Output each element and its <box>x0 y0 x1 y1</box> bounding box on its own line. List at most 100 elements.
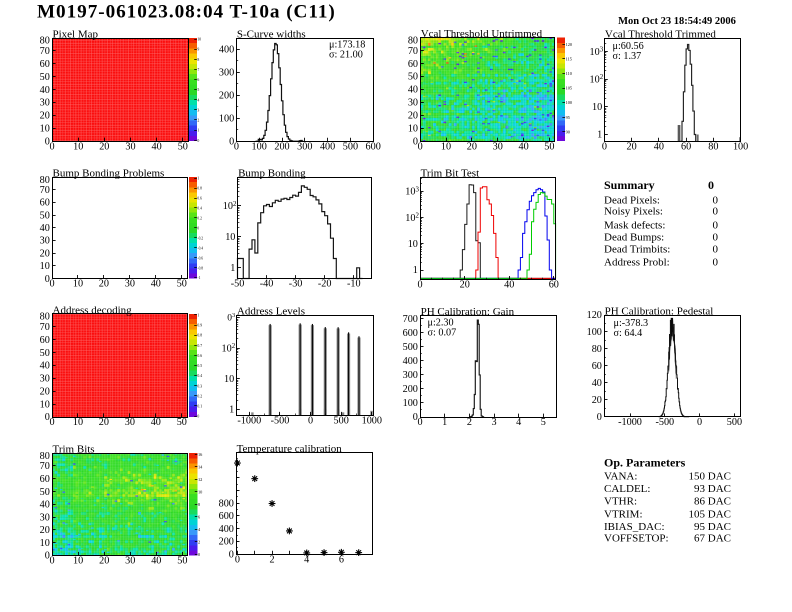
svg-text:60: 60 <box>40 474 50 485</box>
svg-text:20: 20 <box>627 141 637 152</box>
svg-text:0: 0 <box>197 139 199 143</box>
svg-text:-0.4: -0.4 <box>197 246 203 250</box>
svg-text:1: 1 <box>442 417 447 428</box>
svg-text:200: 200 <box>219 537 234 548</box>
svg-text:0: 0 <box>418 417 423 428</box>
svg-text:1: 1 <box>597 130 602 141</box>
svg-text:0: 0 <box>45 274 50 285</box>
svg-text:100: 100 <box>733 141 748 152</box>
svg-text:60: 60 <box>40 198 50 209</box>
svg-text:0: 0 <box>713 257 719 269</box>
svg-text:1: 1 <box>197 177 199 181</box>
svg-text:100: 100 <box>587 327 602 338</box>
svg-text:Mask defects:: Mask defects: <box>604 220 665 232</box>
svg-text:40: 40 <box>40 361 50 372</box>
svg-text:50: 50 <box>178 141 188 152</box>
svg-text:6: 6 <box>198 515 201 520</box>
svg-text:4: 4 <box>198 527 201 532</box>
svg-text:40: 40 <box>504 280 514 291</box>
svg-text:0: 0 <box>418 141 423 152</box>
svg-text:80: 80 <box>40 451 50 462</box>
svg-text:30: 30 <box>40 236 50 247</box>
svg-text:5: 5 <box>197 88 199 92</box>
svg-text:20: 20 <box>99 556 109 567</box>
svg-text:-1000: -1000 <box>237 415 261 426</box>
svg-text:50: 50 <box>40 210 50 221</box>
svg-text:500: 500 <box>727 417 742 428</box>
svg-text:0: 0 <box>713 220 719 232</box>
svg-text:600: 600 <box>366 141 381 152</box>
svg-text:80: 80 <box>592 344 602 355</box>
svg-text:Address Probl:: Address Probl: <box>604 257 670 269</box>
svg-text:10: 10 <box>225 232 235 243</box>
svg-text:20: 20 <box>40 111 50 122</box>
svg-text:300: 300 <box>403 370 418 381</box>
svg-text:1: 1 <box>229 405 234 416</box>
svg-text:700: 700 <box>403 314 418 325</box>
svg-text:50: 50 <box>177 279 187 290</box>
svg-text:50: 50 <box>40 348 50 359</box>
svg-text:10: 10 <box>198 489 202 494</box>
svg-text:VTRIM:: VTRIM: <box>604 509 643 521</box>
svg-text:1: 1 <box>413 265 418 276</box>
svg-text:0: 0 <box>413 136 418 147</box>
svg-text:1: 1 <box>197 129 199 133</box>
svg-text:-0.2: -0.2 <box>197 236 203 240</box>
svg-text:500: 500 <box>343 141 358 152</box>
svg-text:40: 40 <box>40 223 50 234</box>
svg-text:4: 4 <box>304 554 309 565</box>
svg-text:12: 12 <box>198 477 202 482</box>
svg-text:PH Calibration: Gain: PH Calibration: Gain <box>421 306 515 318</box>
svg-text:7: 7 <box>197 68 199 72</box>
svg-text:-30: -30 <box>289 279 303 290</box>
svg-text:0.2: 0.2 <box>197 394 202 398</box>
svg-text:30: 30 <box>125 141 135 152</box>
svg-text:100: 100 <box>252 141 267 152</box>
svg-text:100: 100 <box>403 398 418 409</box>
svg-text:IBIAS_DAC:: IBIAS_DAC: <box>604 521 665 533</box>
svg-text:0: 0 <box>708 178 714 192</box>
svg-text:102: 102 <box>223 201 237 212</box>
svg-text:10: 10 <box>40 538 50 549</box>
svg-text:0.7: 0.7 <box>197 344 202 348</box>
svg-text:-500: -500 <box>271 415 290 426</box>
svg-text:0: 0 <box>308 415 313 426</box>
svg-text:0: 0 <box>229 136 234 147</box>
svg-text:20: 20 <box>592 395 602 406</box>
svg-text:0: 0 <box>234 141 239 152</box>
svg-text:30: 30 <box>125 279 135 290</box>
svg-text:σ: 1.37: σ: 1.37 <box>613 51 642 62</box>
svg-text:μ:2.30: μ:2.30 <box>428 318 454 329</box>
svg-text:σ: 21.00: σ: 21.00 <box>329 49 363 60</box>
svg-text:105 DAC: 105 DAC <box>689 509 731 521</box>
svg-text:0.5: 0.5 <box>197 364 202 368</box>
svg-text:Trim Bits: Trim Bits <box>53 444 95 456</box>
svg-text:40: 40 <box>151 279 161 290</box>
svg-text:800: 800 <box>219 498 234 509</box>
svg-text:Pixel Map: Pixel Map <box>53 28 99 40</box>
svg-text:Address decoding: Address decoding <box>53 304 133 316</box>
svg-text:115: 115 <box>566 57 572 62</box>
svg-text:70: 70 <box>408 46 418 57</box>
svg-text:0: 0 <box>602 141 607 152</box>
svg-text:Mon Oct 23 18:54:49 2006: Mon Oct 23 18:54:49 2006 <box>618 16 736 27</box>
svg-text:0: 0 <box>49 556 54 567</box>
svg-text:2: 2 <box>198 540 200 545</box>
svg-text:50: 50 <box>40 487 50 498</box>
svg-text:0.8: 0.8 <box>197 187 202 191</box>
svg-text:Trim Bit Test: Trim Bit Test <box>421 168 480 180</box>
svg-text:300: 300 <box>219 68 234 79</box>
svg-text:σ: 0.07: σ: 0.07 <box>428 327 457 338</box>
svg-text:40: 40 <box>654 141 664 152</box>
svg-text:102: 102 <box>405 213 419 224</box>
svg-text:Dead Pixels:: Dead Pixels: <box>604 195 660 207</box>
svg-text:20: 20 <box>40 525 50 536</box>
svg-text:60: 60 <box>549 280 559 291</box>
svg-text:50: 50 <box>544 141 554 152</box>
svg-text:95 DAC: 95 DAC <box>694 521 731 533</box>
svg-text:67 DAC: 67 DAC <box>694 533 731 545</box>
svg-text:0: 0 <box>713 244 719 256</box>
svg-text:03: 03 <box>227 312 235 323</box>
svg-text:-50: -50 <box>231 279 245 290</box>
svg-text:30: 30 <box>40 374 50 385</box>
